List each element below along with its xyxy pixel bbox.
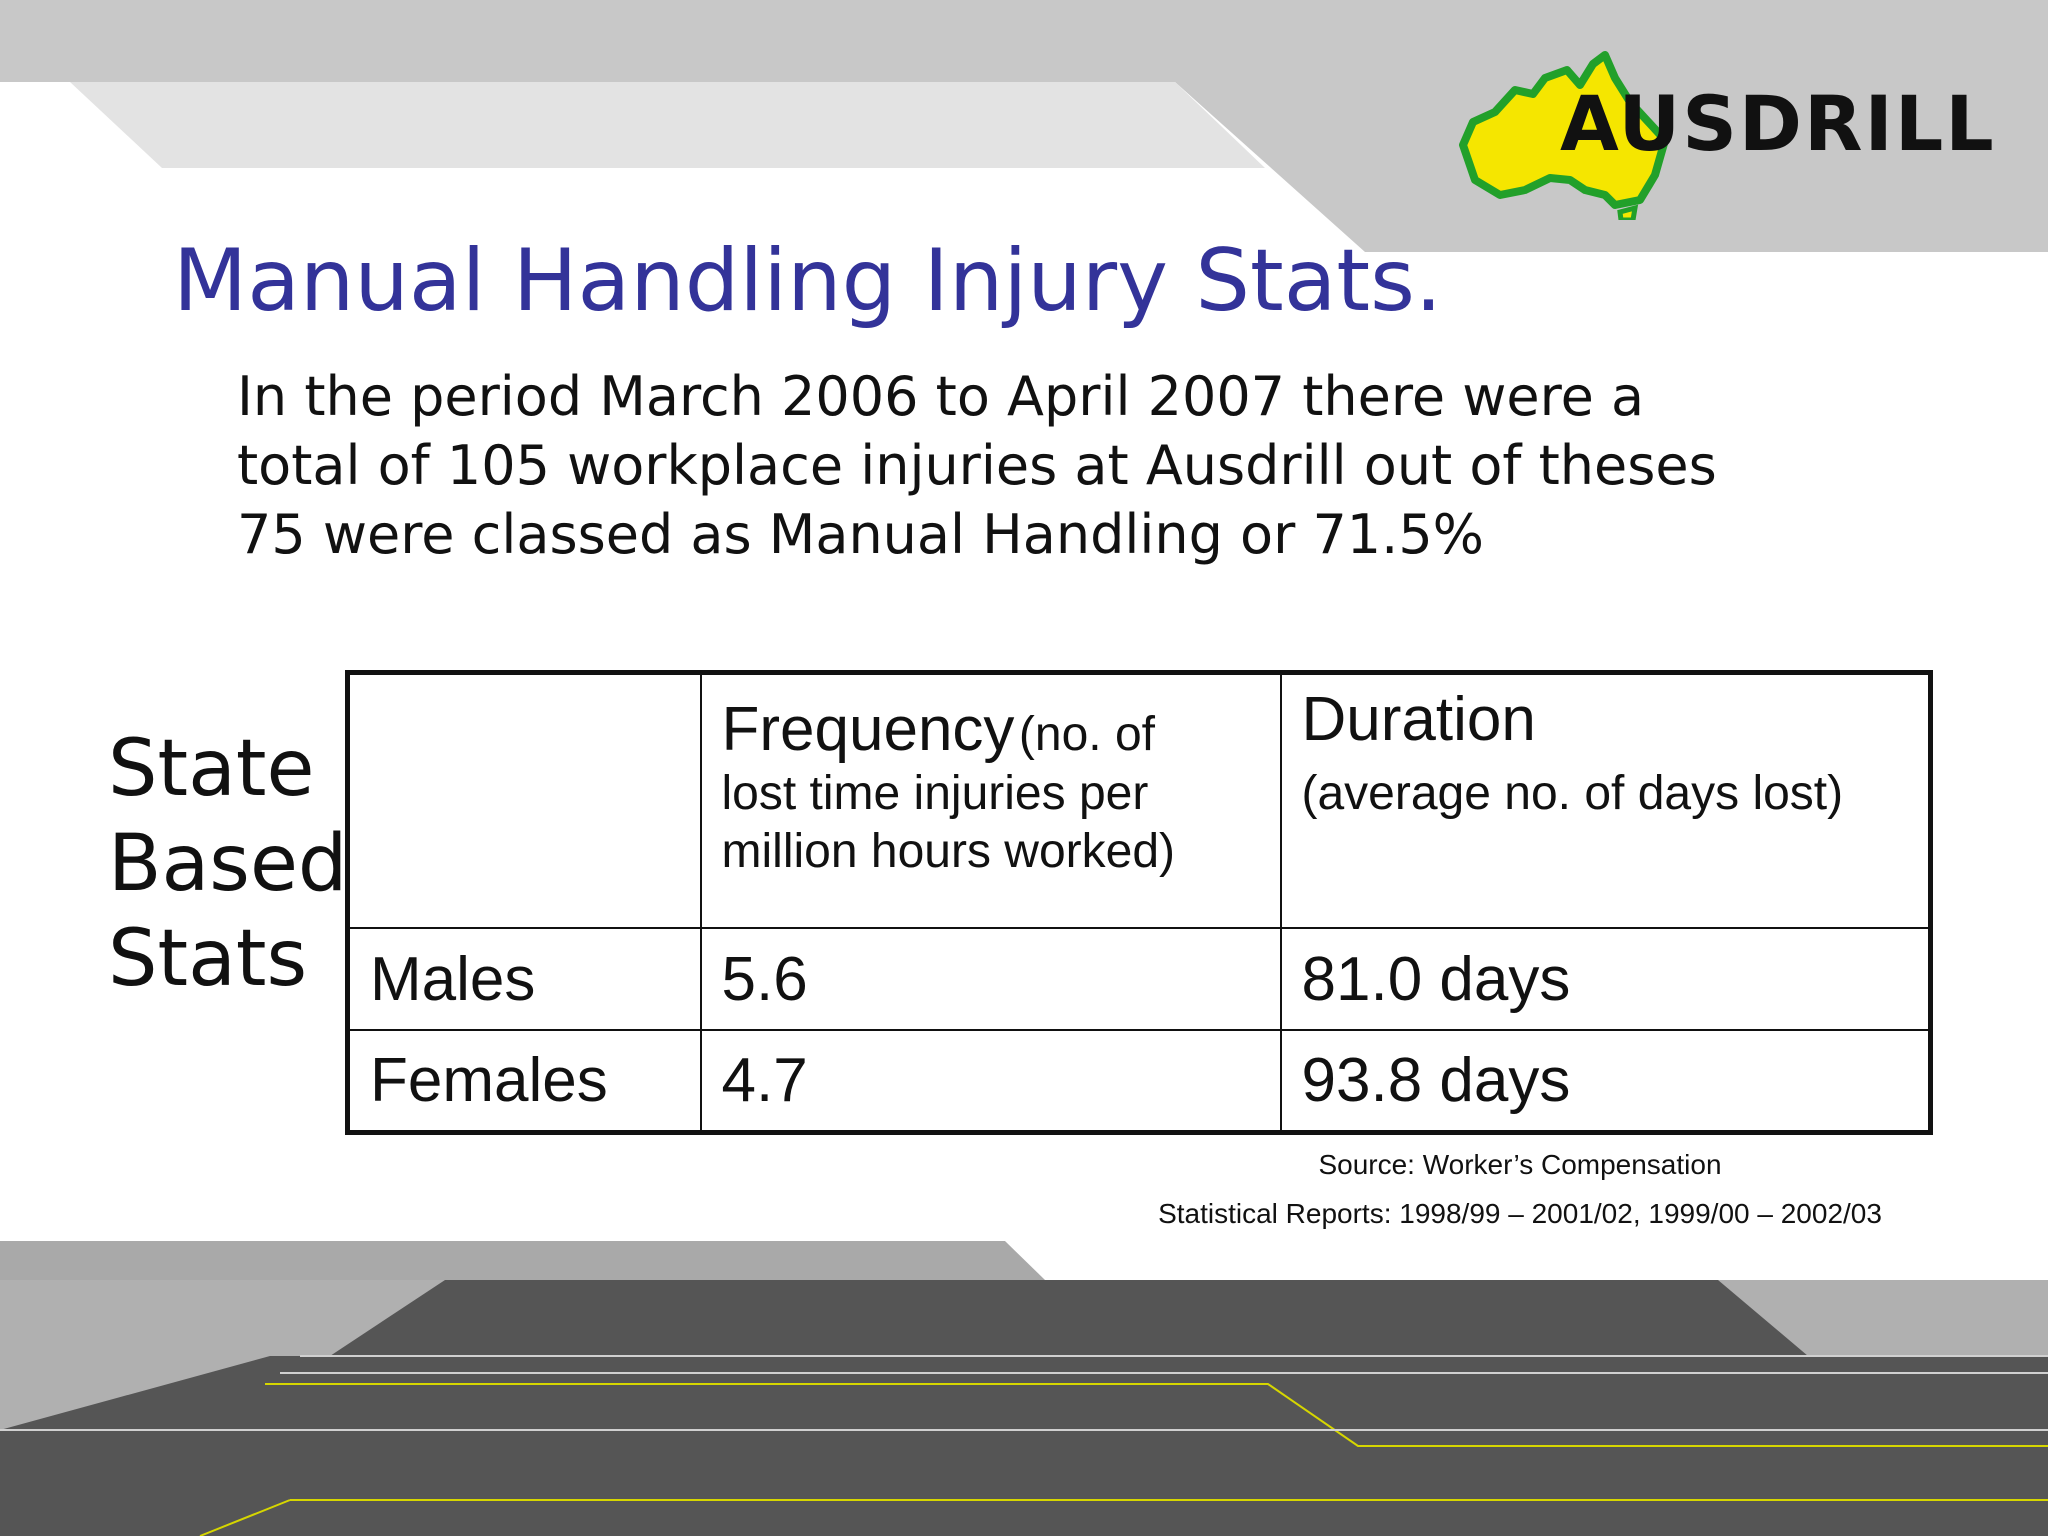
intro-paragraph: In the period March 2006 to April 2007 t… <box>237 365 1717 566</box>
row-label: Females <box>346 1029 702 1133</box>
stats-table: Frequency (no. of lost time injuries per… <box>345 670 1933 1135</box>
australia-map-icon <box>1459 51 1669 220</box>
source-line: Source: Worker’s Compensation <box>1318 1149 1722 1180</box>
side-label-line: State <box>108 724 315 814</box>
table-row: Females 4.7 93.8 days <box>346 1029 1932 1133</box>
row-duration: 81.0 days <box>1279 927 1932 1031</box>
side-label: State Based Stats <box>108 722 347 1007</box>
row-label: Males <box>346 927 702 1031</box>
side-label-line: Based <box>108 819 348 909</box>
frequency-note-continued: lost time injuries per million hours wor… <box>721 767 1176 878</box>
row-duration: 93.8 days <box>1279 1029 1932 1133</box>
ausdrill-logo: AUSDRILL <box>1560 79 1996 168</box>
table-row: Males 5.6 81.0 days <box>346 927 1932 1031</box>
source-note: Source: Worker’s Compensation Statistica… <box>1070 1140 1970 1240</box>
row-frequency: 5.6 <box>699 927 1282 1031</box>
row-frequency: 4.7 <box>699 1029 1282 1133</box>
duration-note: (average no. of days lost) <box>1301 767 1844 820</box>
source-line: Statistical Reports: 1998/99 – 2001/02, … <box>1158 1198 1882 1229</box>
duration-heading: Duration <box>1301 685 1536 754</box>
header-cell-duration: Duration (average no. of days lost) <box>1279 671 1932 929</box>
page-title: Manual Handling Injury Stats. <box>173 231 1443 331</box>
header-cell-empty <box>346 671 702 929</box>
side-label-line: Stats <box>108 914 308 1004</box>
frequency-heading: Frequency <box>721 695 1015 764</box>
header-cell-frequency: Frequency (no. of lost time injuries per… <box>699 671 1282 929</box>
frequency-note: (no. of <box>1018 708 1155 761</box>
table-header-row: Frequency (no. of lost time injuries per… <box>346 671 1932 929</box>
